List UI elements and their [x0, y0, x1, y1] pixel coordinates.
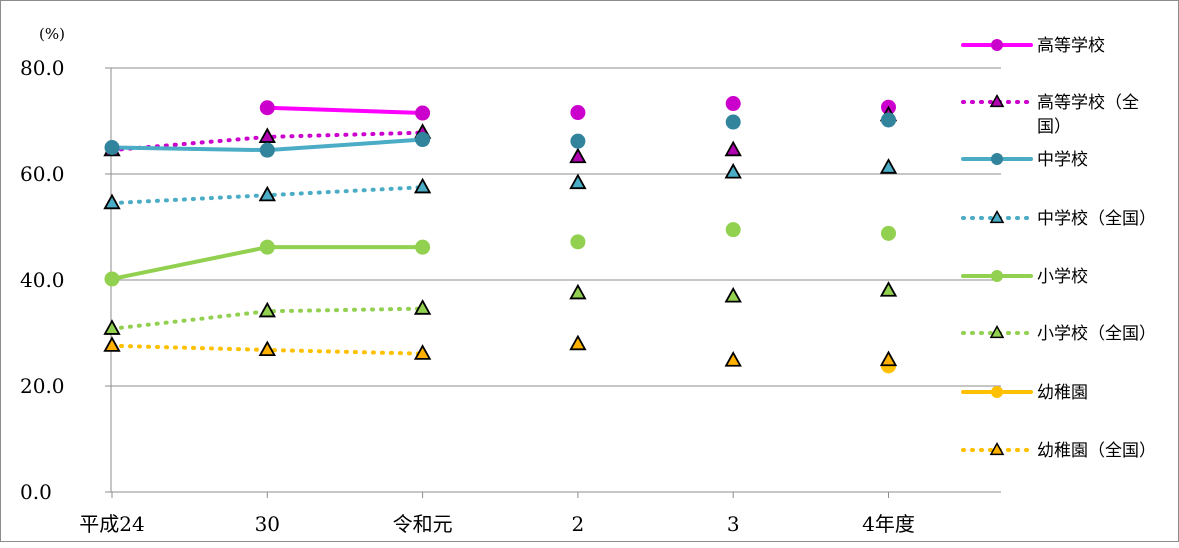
legend-label: 幼稚園	[1037, 383, 1088, 403]
legend-label: 中学校	[1037, 150, 1088, 170]
legend-item: 高等学校	[961, 36, 1105, 56]
legend-swatch-marker	[989, 324, 1005, 339]
legend-item: 中学校	[961, 150, 1088, 170]
legend-swatch-marker	[991, 39, 1003, 51]
legend-item: 中学校（全国）	[961, 209, 1156, 229]
y-tick-label: 40.0	[20, 268, 65, 292]
data-point	[725, 96, 741, 112]
y-tick-labels: 0.0 20.0 40.0 60.0 80.0	[20, 56, 65, 504]
data-point	[415, 239, 431, 255]
legend-item: 小学校	[961, 267, 1088, 287]
data-point	[104, 140, 120, 155]
legend-swatch-marker	[991, 386, 1003, 398]
series-line	[110, 306, 425, 331]
legend-swatch-marker	[989, 93, 1005, 108]
legend-item: 幼稚園（全国）	[961, 441, 1156, 461]
y-tick-label: 0.0	[20, 480, 52, 504]
data-point	[259, 100, 275, 116]
legend-label: 中学校（全国）	[1037, 209, 1156, 229]
legend-item: 小学校（全国）	[961, 324, 1156, 344]
x-tick-label: 平成24	[79, 512, 144, 536]
data-point	[570, 133, 586, 149]
data-point	[570, 105, 586, 121]
series	[103, 334, 898, 367]
axes	[105, 67, 1001, 498]
y-tick-label: 20.0	[20, 374, 65, 398]
data-point	[724, 140, 742, 157]
data-point	[724, 286, 742, 303]
series	[104, 112, 896, 158]
data-point	[415, 132, 431, 148]
legend-item: 高等学校（全国）	[961, 93, 1139, 137]
data-point	[103, 193, 121, 210]
legend-label: 高等学校（全	[1037, 93, 1139, 113]
data-point	[879, 281, 898, 297]
data-point	[881, 112, 896, 128]
legend-swatch-marker	[991, 153, 1003, 165]
data-point	[725, 114, 741, 130]
legend-item: 幼稚園	[961, 383, 1088, 403]
data-point	[258, 127, 276, 143]
series	[104, 222, 896, 287]
data-point	[258, 301, 276, 318]
data-point	[103, 336, 121, 352]
legend-label: 高等学校	[1037, 36, 1105, 56]
data-point	[569, 173, 587, 190]
data-point	[879, 158, 898, 174]
data-point	[103, 319, 121, 335]
data-point	[413, 299, 432, 315]
data-point	[104, 271, 120, 287]
data-point	[569, 147, 587, 164]
x-tick-label: 4年度	[862, 512, 915, 536]
data-point	[569, 334, 587, 351]
x-tick-labels: 平成24 30 令和元 2 3 4年度	[79, 512, 915, 536]
legend-label: 国）	[1037, 117, 1071, 137]
data-point	[258, 185, 276, 202]
series-layer	[103, 96, 898, 374]
x-tick-label: 3	[727, 512, 740, 536]
data-point	[415, 105, 431, 121]
data-point	[569, 283, 587, 300]
y-tick-label: 80.0	[20, 56, 65, 80]
legend-swatch-marker	[989, 209, 1005, 224]
data-point	[725, 222, 741, 238]
series-line	[265, 105, 425, 116]
series	[103, 158, 898, 210]
data-point	[879, 350, 898, 367]
x-tick-label: 令和元	[393, 512, 453, 536]
data-point	[259, 142, 275, 158]
legend-label: 小学校（全国）	[1037, 324, 1156, 344]
legend-label: 幼稚園（全国）	[1037, 441, 1156, 461]
series	[259, 96, 896, 121]
data-point	[724, 351, 742, 367]
data-point	[724, 162, 742, 179]
x-tick-label: 30	[255, 512, 280, 536]
data-point	[570, 234, 586, 250]
y-tick-label: 60.0	[20, 162, 65, 186]
data-point	[259, 239, 275, 255]
series	[103, 281, 898, 335]
legend-swatch-marker	[991, 270, 1003, 282]
legend-swatch-marker	[989, 441, 1005, 456]
legend-label: 小学校	[1037, 267, 1088, 287]
data-point	[881, 225, 896, 241]
grid-lines	[111, 67, 1001, 387]
y-unit-label: (%)	[39, 25, 65, 43]
data-point	[413, 344, 432, 360]
series	[103, 105, 898, 164]
x-tick-label: 2	[572, 512, 585, 536]
data-point	[258, 340, 276, 357]
data-point	[413, 177, 432, 194]
